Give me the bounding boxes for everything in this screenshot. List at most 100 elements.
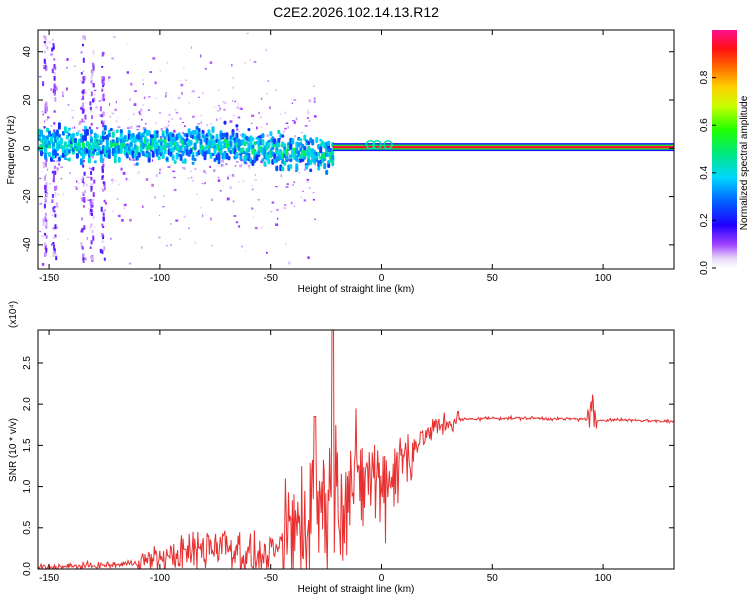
spectrogram-band-cell	[71, 150, 75, 155]
spectrogram-band-cell	[327, 140, 331, 146]
spectrogram-streak	[84, 190, 86, 193]
spectrogram-band-cell	[289, 143, 293, 151]
spectrogram-speckle	[257, 199, 260, 201]
spectrogram-band-cell	[231, 131, 235, 136]
spectrogram-speckle	[80, 80, 83, 82]
spectrogram-speckle	[180, 83, 184, 87]
spectrogram-band-cell	[303, 145, 307, 151]
spectrogram-band-cell	[309, 168, 313, 173]
spectrogram-band-cell	[299, 157, 303, 163]
spectrogram-streak	[42, 81, 45, 87]
y-tick-label: 1.0	[22, 479, 33, 493]
spectrogram-streak	[82, 205, 85, 208]
spectrogram-speckle	[183, 215, 186, 218]
spectrogram-band-cell	[55, 152, 59, 157]
spectrogram-speckle	[148, 96, 151, 98]
spectrogram-band-cell	[175, 141, 179, 147]
spectrogram-speckle	[122, 171, 126, 175]
spectrogram-speckle	[308, 120, 311, 122]
spectrogram-speckle	[306, 117, 309, 119]
spectrogram-streak	[103, 181, 106, 187]
spectrogram-streak	[102, 111, 105, 117]
spectrogram-speckle	[73, 65, 77, 67]
spectrogram-speckle	[209, 165, 211, 168]
spectrogram-speckle	[129, 126, 133, 129]
spectrogram-band-cell	[301, 158, 305, 162]
spectrogram-speckle	[302, 190, 304, 192]
spectrogram-streak	[83, 171, 86, 176]
spectrogram-band-cell	[261, 158, 265, 162]
spectrogram-speckle	[280, 174, 282, 178]
spectrogram-band-cell	[275, 165, 279, 172]
spectrogram-speckle	[145, 178, 149, 181]
spectrogram-speckle	[51, 214, 54, 217]
spectrogram-speckle	[235, 221, 239, 224]
spectrogram-streak	[103, 199, 106, 203]
top-plot-frame	[37, 29, 675, 270]
spectrogram-speckle	[92, 198, 95, 201]
spectrogram-streak	[82, 110, 85, 114]
spectrogram-speckle	[83, 108, 85, 111]
spectrogram-speckle	[266, 251, 268, 254]
spectrogram-speckle	[221, 160, 224, 163]
spectrogram-speckle	[42, 152, 46, 154]
spectrogram-speckle	[232, 100, 234, 102]
spectrogram-speckle	[86, 183, 88, 187]
spectrogram-band-cell	[52, 142, 55, 147]
colorbar: 0.0 0.2 0.4 0.6 0.8 Normalized spectral ampl…	[699, 30, 750, 275]
spectrogram-streak	[44, 41, 47, 47]
spectrogram-streak	[101, 223, 104, 227]
spectrogram-streak	[99, 106, 102, 112]
spectrogram-streak	[44, 212, 47, 216]
spectrogram-band-cell	[181, 150, 185, 157]
spectrogram-speckle	[60, 177, 62, 180]
spectrogram-streak	[102, 181, 105, 185]
spectrogram-speckle	[298, 172, 300, 174]
spectrogram-speckle	[188, 101, 190, 105]
spectrogram-streak	[102, 122, 105, 128]
spectrogram-band-cell	[83, 125, 87, 130]
spectrogram-streak	[52, 179, 55, 183]
spectrogram-band-cell	[161, 130, 165, 134]
spectrogram-band-cell	[157, 156, 161, 161]
spectrogram-streak	[90, 91, 93, 97]
spectrogram-speckle	[213, 169, 216, 172]
spectrogram-speckle	[76, 180, 78, 183]
spectrogram-streak	[101, 65, 104, 68]
spectrogram-band-cell	[179, 146, 183, 152]
spectrogram-speckle	[50, 125, 53, 127]
spectrogram-speckle	[163, 195, 165, 197]
spectrogram-speckle	[62, 192, 65, 195]
spectrogram-streak	[82, 257, 85, 261]
spectrogram-band-cell	[225, 132, 229, 138]
spectrogram-speckle	[110, 135, 112, 137]
spectrogram-streak	[51, 47, 54, 52]
spectrogram-speckle	[271, 201, 275, 204]
spectrogram-streak	[82, 260, 85, 263]
spectrogram-speckle	[287, 125, 289, 129]
spectrogram-band-cell	[319, 138, 323, 142]
spectrogram-speckle	[178, 79, 182, 81]
spectrogram-streak	[82, 78, 85, 84]
spectrogram-streak	[44, 107, 47, 112]
spectrogram-speckle	[228, 174, 230, 177]
spectrogram-speckle	[39, 230, 41, 233]
spectrogram-speckle	[252, 216, 255, 218]
spectrogram-speckle	[182, 121, 184, 124]
spectrogram-band-cell	[289, 156, 293, 160]
spectrogram-band-cell	[185, 133, 189, 138]
spectrogram-speckle	[173, 188, 177, 192]
spectrogram-band-cell	[107, 154, 111, 159]
spectrogram-streak	[82, 89, 85, 94]
bottom-y-axis-label: SNR (10 * v/v)	[8, 418, 19, 482]
spectrogram-streak	[83, 225, 86, 230]
spectrogram-speckle	[276, 217, 279, 220]
spectrogram-streak	[84, 36, 86, 41]
spectrogram-speckle	[117, 116, 120, 118]
spectrogram-band-cell	[277, 137, 281, 144]
spectrogram-streak	[91, 115, 93, 120]
spectrogram-speckle	[231, 63, 233, 67]
y-tick-label: -40	[22, 237, 33, 252]
spectrogram-speckle	[42, 113, 44, 116]
spectrogram-speckle	[239, 107, 241, 110]
